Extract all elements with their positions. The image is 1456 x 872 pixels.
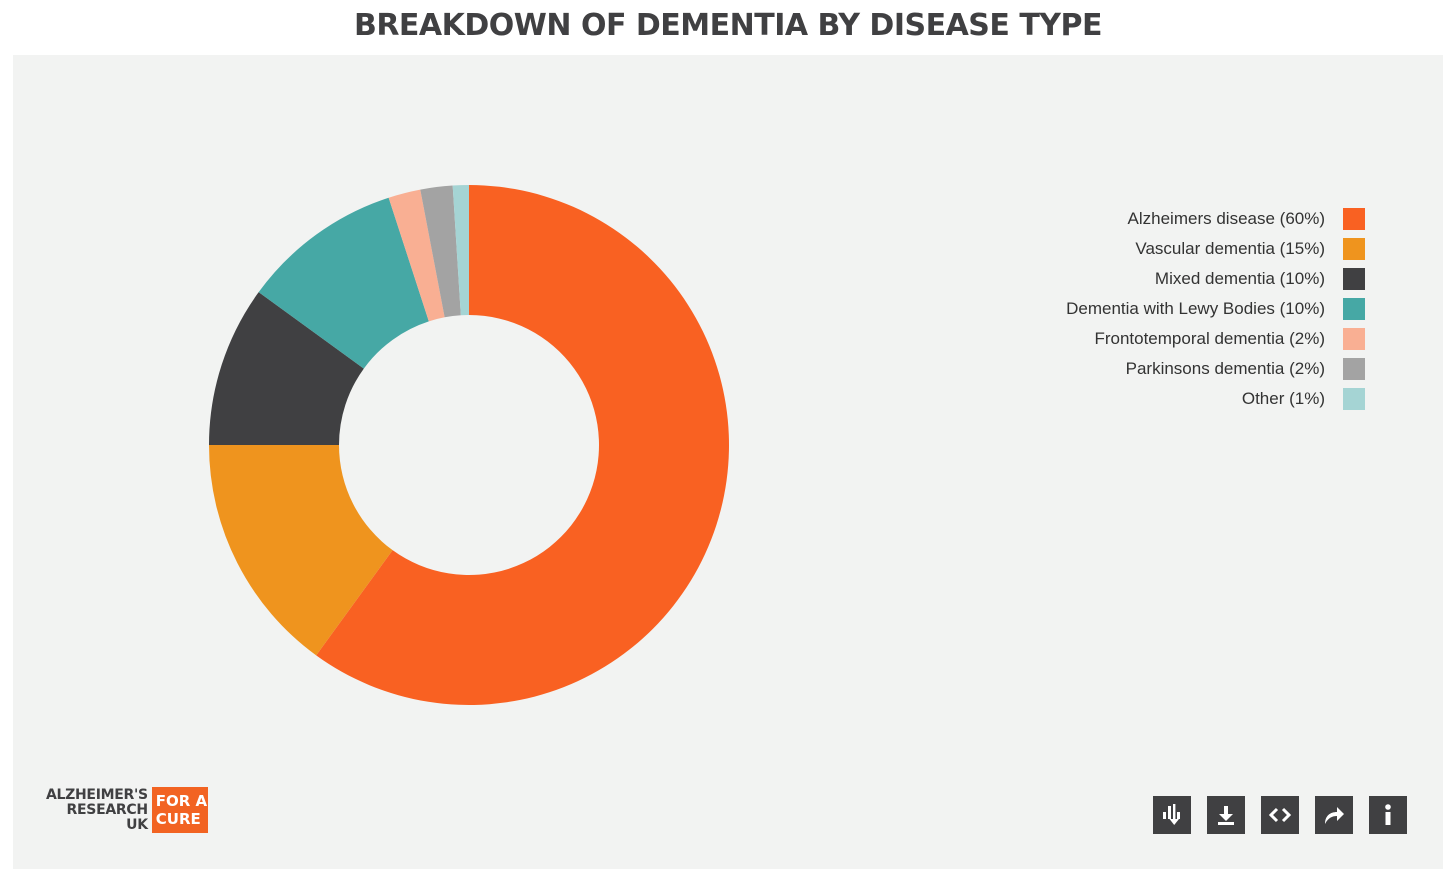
logo-line: UK — [126, 816, 148, 833]
slice-frontotemporal-dementia[interactable] — [388, 189, 445, 322]
legend-item-dementia-with-lewy-bodies[interactable]: Dementia with Lewy Bodies (10%) — [1066, 294, 1365, 324]
badge-line: CURE — [155, 810, 201, 828]
legend-swatch — [1343, 268, 1365, 290]
legend-swatch — [1343, 298, 1365, 320]
chart-toolbar — [1153, 796, 1407, 834]
slice-vascular-dementia[interactable] — [209, 445, 393, 656]
legend-swatch — [1343, 208, 1365, 230]
logo-badge: FOR A CURE — [151, 787, 208, 833]
chart-title: BREAKDOWN OF DEMENTIA BY DISEASE TYPE — [353, 8, 1103, 43]
legend-swatch — [1343, 328, 1365, 350]
legend-item-vascular-dementia[interactable]: Vascular dementia (15%) — [1066, 234, 1365, 264]
chart-panel: Alzheimers disease (60%) Vascular dementi… — [13, 55, 1443, 869]
embed-button[interactable] — [1261, 796, 1299, 834]
info-icon — [1385, 804, 1391, 825]
logo-line: RESEARCH — [66, 801, 149, 818]
legend-item-mixed-dementia[interactable]: Mixed dementia (10%) — [1066, 264, 1365, 294]
legend-label: Alzheimers disease (60%) — [1127, 209, 1325, 228]
legend-swatch — [1343, 388, 1365, 410]
slice-mixed-dementia[interactable] — [209, 292, 364, 445]
embed-code-icon — [1268, 807, 1292, 823]
legend-item-frontotemporal-dementia[interactable]: Frontotemporal dementia (2%) — [1066, 324, 1365, 354]
slice-other[interactable] — [452, 185, 469, 316]
badge-line: FOR A — [155, 792, 208, 810]
legend-label: Dementia with Lewy Bodies (10%) — [1066, 299, 1325, 318]
logo-wordmark: ALZHEIMER'S RESEARCH UK — [46, 786, 149, 833]
download-data-button[interactable] — [1153, 796, 1191, 834]
info-button[interactable] — [1369, 796, 1407, 834]
legend-label: Vascular dementia (15%) — [1135, 239, 1325, 258]
legend-label: Mixed dementia (10%) — [1154, 269, 1325, 288]
legend-swatch — [1343, 238, 1365, 260]
alzheimers-research-uk-logo: ALZHEIMER'S RESEARCH UK FOR A CURE — [46, 787, 208, 833]
chart-download-icon — [1163, 804, 1180, 825]
legend-label: Parkinsons dementia (2%) — [1125, 359, 1325, 378]
logo-line: ALZHEIMER'S — [46, 786, 148, 803]
legend-item-other[interactable]: Other (1%) — [1066, 384, 1365, 414]
legend-swatch — [1343, 358, 1365, 380]
slice-alzheimers-disease[interactable] — [316, 185, 730, 705]
slice-parkinsons-dementia[interactable] — [420, 185, 461, 318]
share-icon — [1325, 807, 1344, 824]
chart-legend: Alzheimers disease (60%) Vascular dementi… — [1066, 204, 1365, 414]
donut-chart — [209, 185, 730, 705]
legend-label: Other (1%) — [1241, 389, 1325, 408]
share-button[interactable] — [1315, 796, 1353, 834]
download-icon — [1218, 806, 1234, 825]
legend-label: Frontotemporal dementia (2%) — [1094, 329, 1325, 348]
legend-item-parkinsons-dementia[interactable]: Parkinsons dementia (2%) — [1066, 354, 1365, 384]
slice-dementia-with-lewy-bodies[interactable] — [258, 197, 429, 369]
legend-item-alzheimers-disease[interactable]: Alzheimers disease (60%) — [1066, 204, 1365, 234]
download-image-button[interactable] — [1207, 796, 1245, 834]
